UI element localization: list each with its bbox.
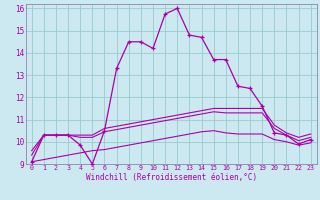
X-axis label: Windchill (Refroidissement éolien,°C): Windchill (Refroidissement éolien,°C) [86,173,257,182]
